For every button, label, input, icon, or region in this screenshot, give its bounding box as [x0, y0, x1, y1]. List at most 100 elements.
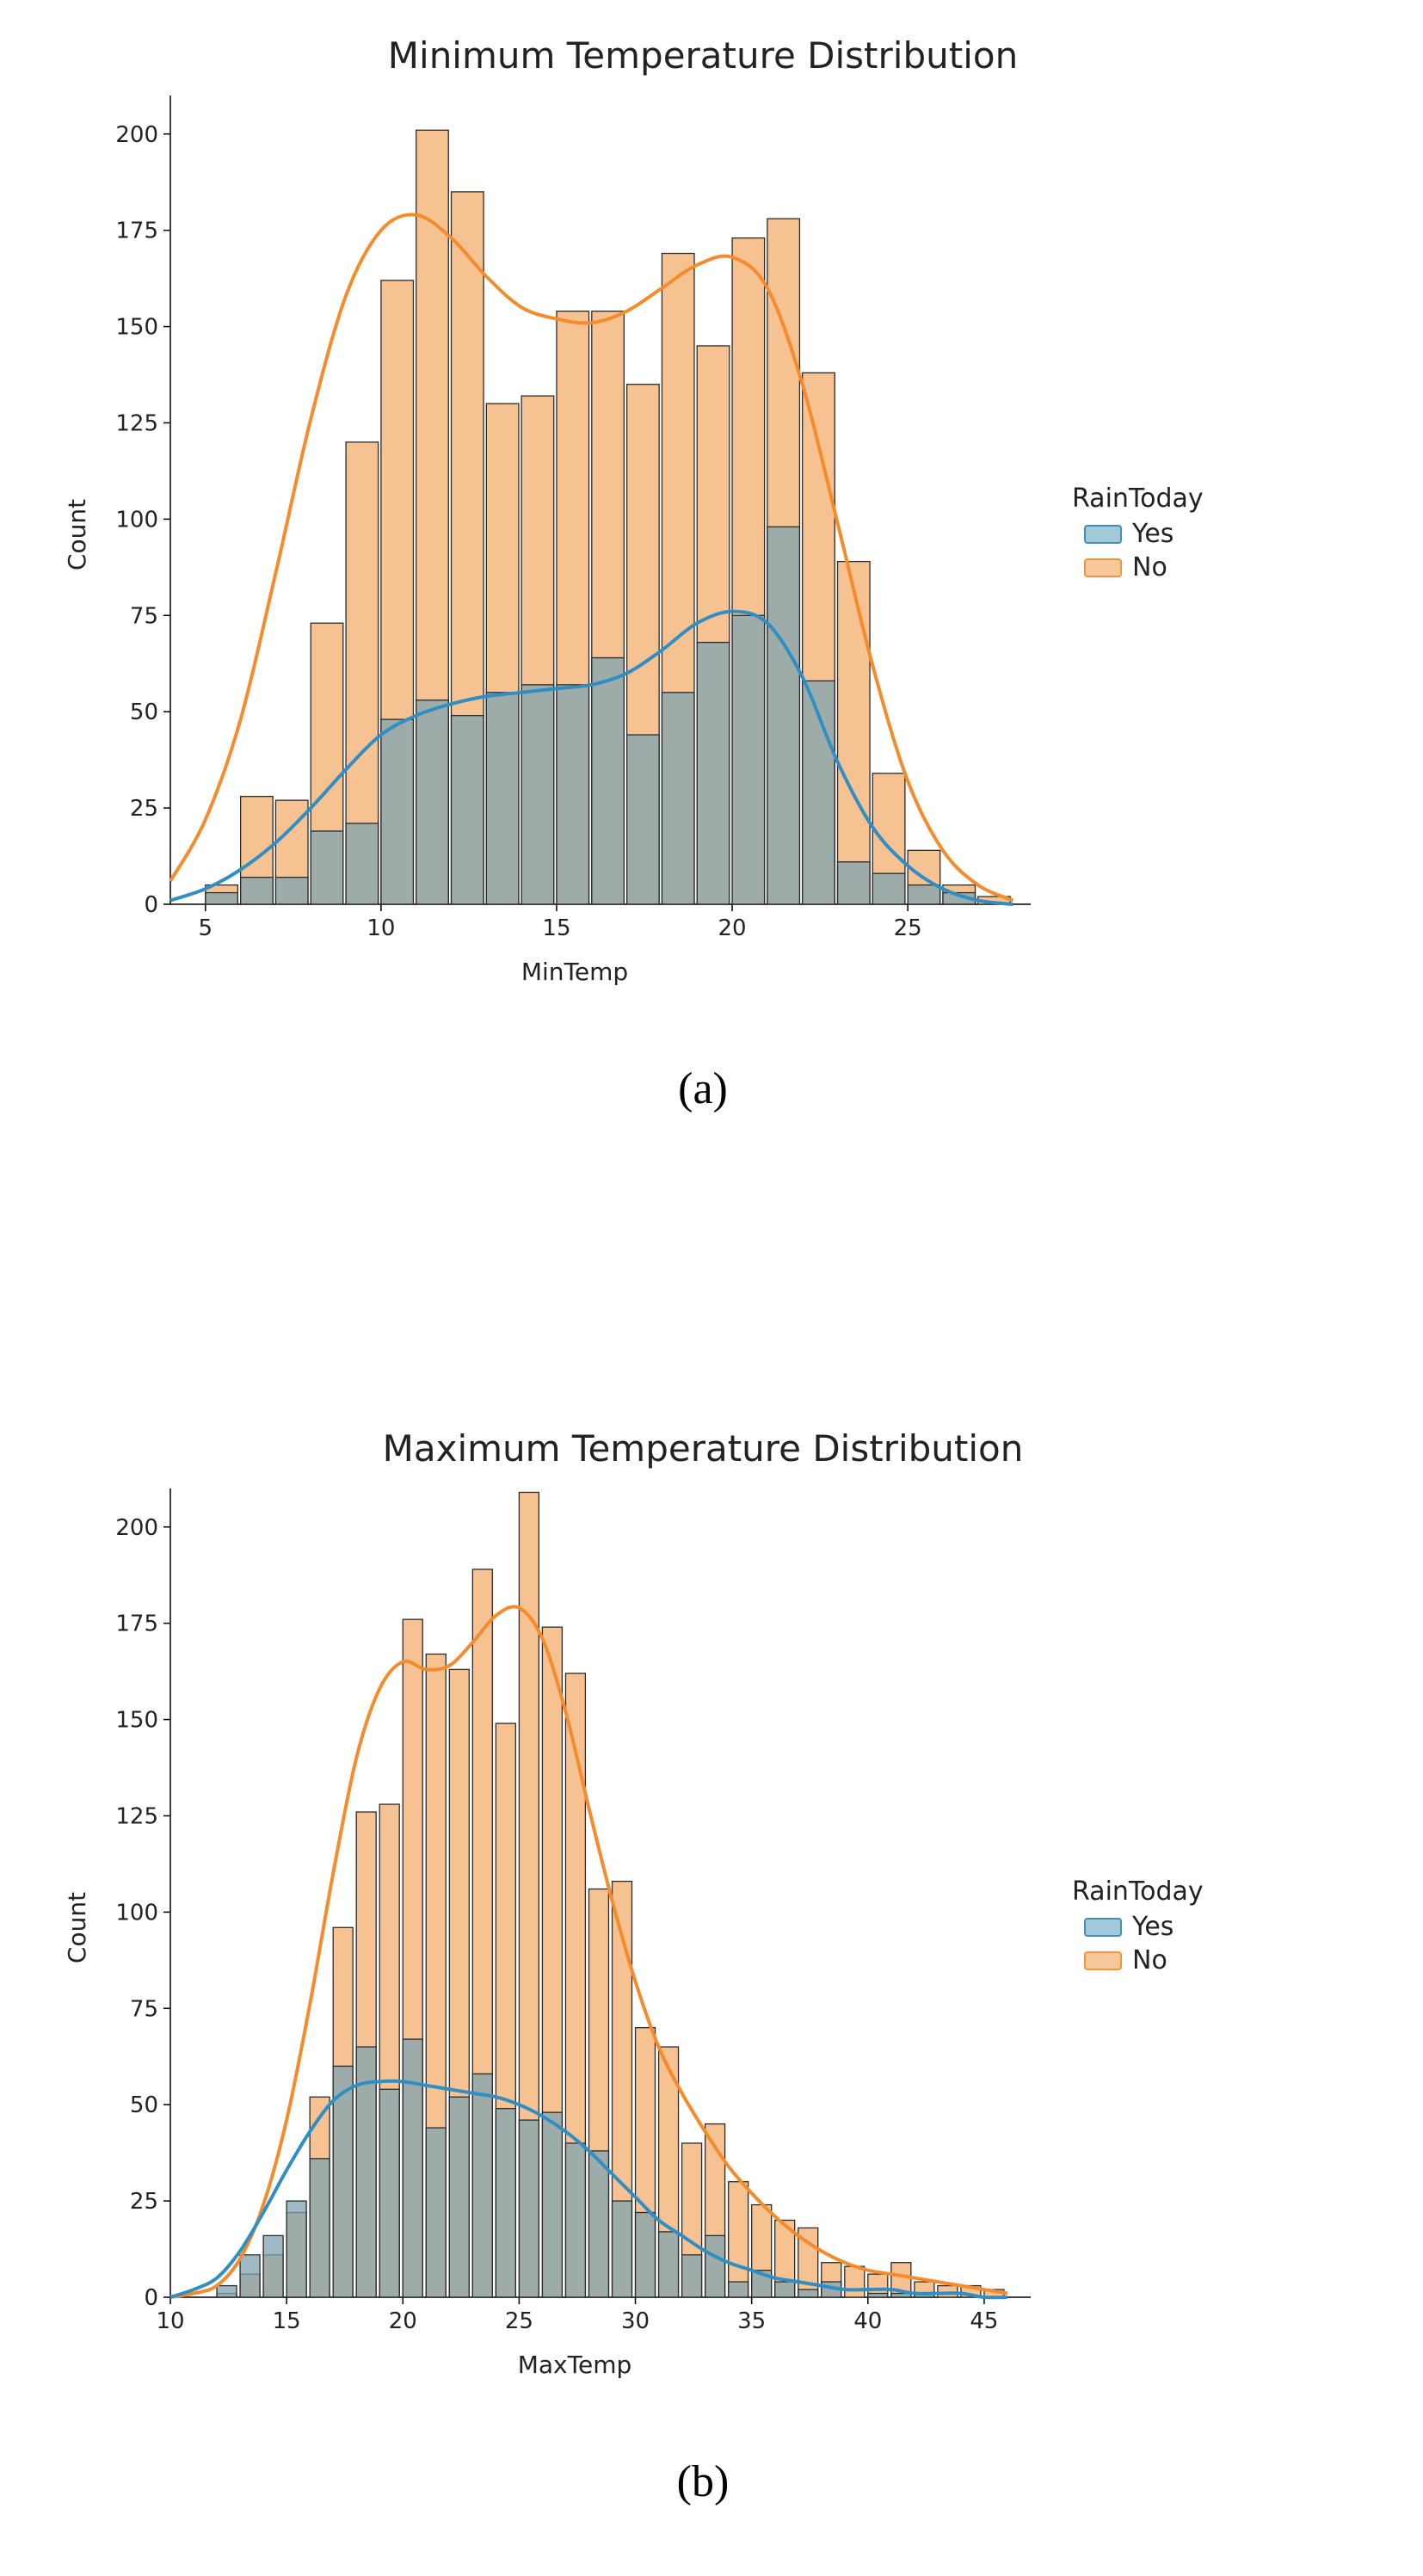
svg-text:0: 0: [144, 892, 158, 918]
bar-yes: [416, 700, 449, 904]
legend-label-no-b: No: [1132, 1945, 1167, 1975]
svg-text:45: 45: [970, 2308, 998, 2334]
svg-text:200: 200: [115, 1515, 158, 1541]
svg-text:100: 100: [115, 1900, 158, 1926]
bar-yes: [868, 2294, 888, 2297]
chart-a-ylabel: Count: [64, 499, 92, 570]
svg-text:15: 15: [542, 915, 570, 941]
bar-yes: [767, 527, 800, 904]
svg-text:15: 15: [273, 2308, 301, 2334]
bar-yes: [697, 643, 730, 904]
bar-yes: [542, 2112, 562, 2297]
bar-yes: [286, 2201, 306, 2297]
bar-yes: [838, 862, 871, 904]
bar-yes: [275, 878, 308, 904]
bar-yes: [705, 2235, 725, 2297]
legend-a: RainToday Yes No: [1072, 484, 1204, 586]
svg-text:5: 5: [199, 915, 213, 941]
bar-no: [729, 2182, 748, 2297]
chart-a-plot: 0255075100125150175200510152025 MinTemp: [103, 83, 1046, 986]
chart-a-title: Minimum Temperature Distribution: [388, 34, 1018, 77]
legend-swatch-no: [1084, 558, 1122, 577]
chart-a-row: Count 0255075100125150175200510152025 Mi…: [52, 83, 1354, 986]
bar-yes: [636, 2213, 656, 2297]
svg-text:20: 20: [718, 915, 747, 941]
bar-yes: [452, 716, 484, 904]
legend-b: RainToday Yes No: [1072, 1877, 1204, 1979]
bar-yes: [775, 2282, 795, 2297]
bar-yes: [627, 735, 660, 904]
bar-yes: [449, 2097, 469, 2297]
svg-text:10: 10: [156, 2308, 184, 2334]
bar-yes: [592, 658, 625, 904]
bar-yes: [206, 893, 238, 904]
svg-text:175: 175: [115, 219, 158, 244]
bar-yes: [263, 2235, 283, 2297]
bar-yes: [346, 823, 379, 904]
svg-text:25: 25: [130, 2189, 158, 2215]
svg-text:50: 50: [130, 699, 158, 725]
legend-swatch-yes: [1084, 525, 1122, 544]
legend-label-no: No: [1132, 552, 1167, 582]
svg-text:25: 25: [505, 2308, 533, 2334]
svg-text:125: 125: [115, 410, 158, 436]
legend-swatch-no: [1084, 1951, 1122, 1970]
legend-a-title: RainToday: [1072, 484, 1204, 514]
legend-b-item-no: No: [1084, 1945, 1204, 1975]
chart-a-svg: 0 25 50 75 100 125 150 175 200 5 10 15 20 25: [103, 83, 1046, 952]
svg-text:75: 75: [130, 1996, 158, 2022]
chart-b-xlabel: MaxTemp: [103, 2351, 1046, 2379]
svg-text:25: 25: [130, 796, 158, 822]
svg-text:150: 150: [115, 315, 158, 341]
svg-text:40: 40: [853, 2308, 882, 2334]
bar-yes: [682, 2255, 702, 2297]
svg-text:75: 75: [130, 603, 158, 629]
bar-yes: [662, 693, 694, 904]
bar-yes: [732, 615, 765, 904]
svg-text:30: 30: [621, 2308, 650, 2334]
svg-text:10: 10: [367, 915, 395, 941]
chart-b-svg: 02550751001251501752001015202530354045: [103, 1476, 1046, 2345]
bar-yes: [521, 685, 554, 904]
bar-yes: [217, 2286, 237, 2297]
bar-yes: [311, 831, 343, 904]
svg-text:25: 25: [894, 915, 922, 941]
figure-b: Maximum Temperature Distribution Count 0…: [52, 1427, 1354, 2542]
svg-text:100: 100: [115, 507, 158, 533]
svg-text:35: 35: [737, 2308, 766, 2334]
bar-yes: [241, 878, 274, 904]
svg-text:0: 0: [144, 2285, 158, 2311]
legend-b-title: RainToday: [1072, 1877, 1204, 1907]
bar-yes: [333, 2066, 353, 2297]
legend-swatch-yes: [1084, 1918, 1122, 1937]
bar-yes: [613, 2201, 632, 2297]
bar-yes: [486, 693, 519, 904]
bar-no: [845, 2266, 865, 2297]
svg-text:150: 150: [115, 1708, 158, 1734]
bar-yes: [379, 2089, 399, 2297]
bar-yes: [588, 2151, 608, 2297]
bar-yes: [729, 2282, 748, 2297]
bar-yes: [240, 2255, 260, 2297]
bar-yes: [381, 719, 414, 904]
chart-b-ylabel: Count: [64, 1892, 92, 1963]
bar-yes: [310, 2159, 330, 2297]
svg-text:200: 200: [115, 122, 158, 148]
figure-a: Minimum Temperature Distribution Count 0…: [52, 34, 1354, 1149]
caption-a: (a): [678, 1063, 728, 1114]
legend-b-item-yes: Yes: [1084, 1912, 1204, 1942]
bar-yes: [798, 2289, 818, 2297]
legend-label-yes-b: Yes: [1132, 1912, 1174, 1942]
legend-a-item-yes: Yes: [1084, 519, 1204, 549]
caption-b: (b): [677, 2456, 730, 2507]
bar-yes: [403, 2039, 422, 2297]
chart-b-plot: 02550751001251501752001015202530354045 M…: [103, 1476, 1046, 2379]
page: Minimum Temperature Distribution Count 0…: [0, 0, 1423, 2576]
svg-text:125: 125: [115, 1803, 158, 1829]
legend-a-item-no: No: [1084, 552, 1204, 582]
bar-yes: [908, 885, 940, 904]
chart-b-row: Count 0255075100125150175200101520253035…: [52, 1476, 1354, 2379]
svg-text:20: 20: [389, 2308, 417, 2334]
legend-label-yes: Yes: [1132, 519, 1174, 549]
svg-text:50: 50: [130, 2092, 158, 2118]
